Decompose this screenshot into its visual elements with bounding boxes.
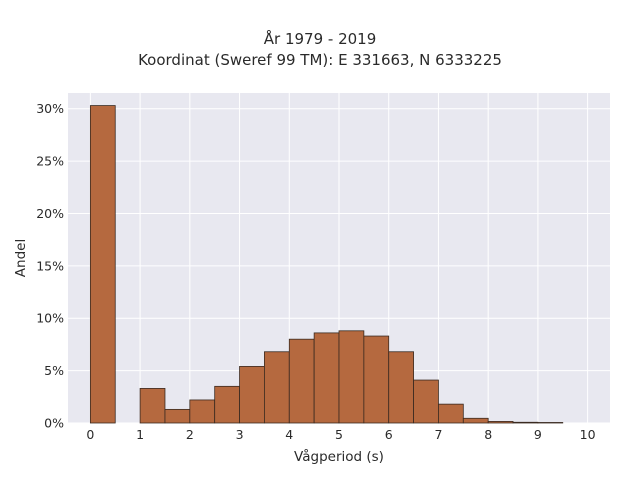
x-tick-label: 9: [534, 427, 542, 442]
y-tick-label: 25%: [36, 154, 64, 169]
y-tick-label: 15%: [36, 258, 64, 273]
histogram-bar: [288, 338, 315, 424]
y-tick-label: 5%: [44, 363, 64, 378]
histogram-bar: [413, 379, 439, 424]
histogram-bar: [264, 351, 290, 424]
histogram-bar: [388, 351, 414, 424]
histogram-bar: [512, 421, 539, 424]
histogram-bar: [164, 408, 191, 424]
x-tick-label: 6: [385, 427, 393, 442]
x-tick-label: 5: [335, 427, 343, 442]
histogram-bar: [214, 385, 240, 424]
histogram-bar: [89, 105, 116, 424]
chart-subtitle: Koordinat (Sweref 99 TM): E 331663, N 63…: [138, 51, 502, 69]
x-tick-label: 7: [434, 427, 442, 442]
x-tick-label: 4: [285, 427, 293, 442]
y-tick-label: 0%: [44, 416, 64, 431]
histogram-bar: [363, 335, 390, 424]
histogram-bar: [139, 388, 166, 424]
histogram-bar: [487, 421, 514, 424]
y-tick-label: 20%: [36, 206, 64, 221]
histogram-bar: [338, 330, 365, 424]
histogram-bar: [537, 422, 564, 424]
x-tick-label: 0: [86, 427, 94, 442]
histogram-bar: [462, 417, 489, 424]
histogram-bar: [313, 332, 340, 424]
histogram-bar: [438, 403, 464, 424]
y-axis-label: Andel: [13, 239, 29, 277]
y-tick-label: 10%: [36, 311, 64, 326]
x-tick-label: 3: [236, 427, 244, 442]
chart-title: År 1979 - 2019: [263, 30, 377, 48]
histogram-bars: [89, 105, 564, 424]
histogram-bar: [189, 399, 216, 424]
y-tick-label: 30%: [36, 101, 64, 116]
x-axis-label: Vågperiod (s): [294, 448, 384, 465]
x-tick-label: 1: [136, 427, 144, 442]
x-tick-label: 2: [186, 427, 194, 442]
y-axis-ticks: 0% 5% 10% 15% 20% 25% 30%: [36, 101, 64, 430]
x-axis-ticks: 0 1 2 3 4 5 6 7 8 9 10: [86, 427, 595, 442]
histogram-bar: [239, 366, 265, 424]
x-tick-label: 8: [484, 427, 492, 442]
x-tick-label: 10: [580, 427, 596, 442]
